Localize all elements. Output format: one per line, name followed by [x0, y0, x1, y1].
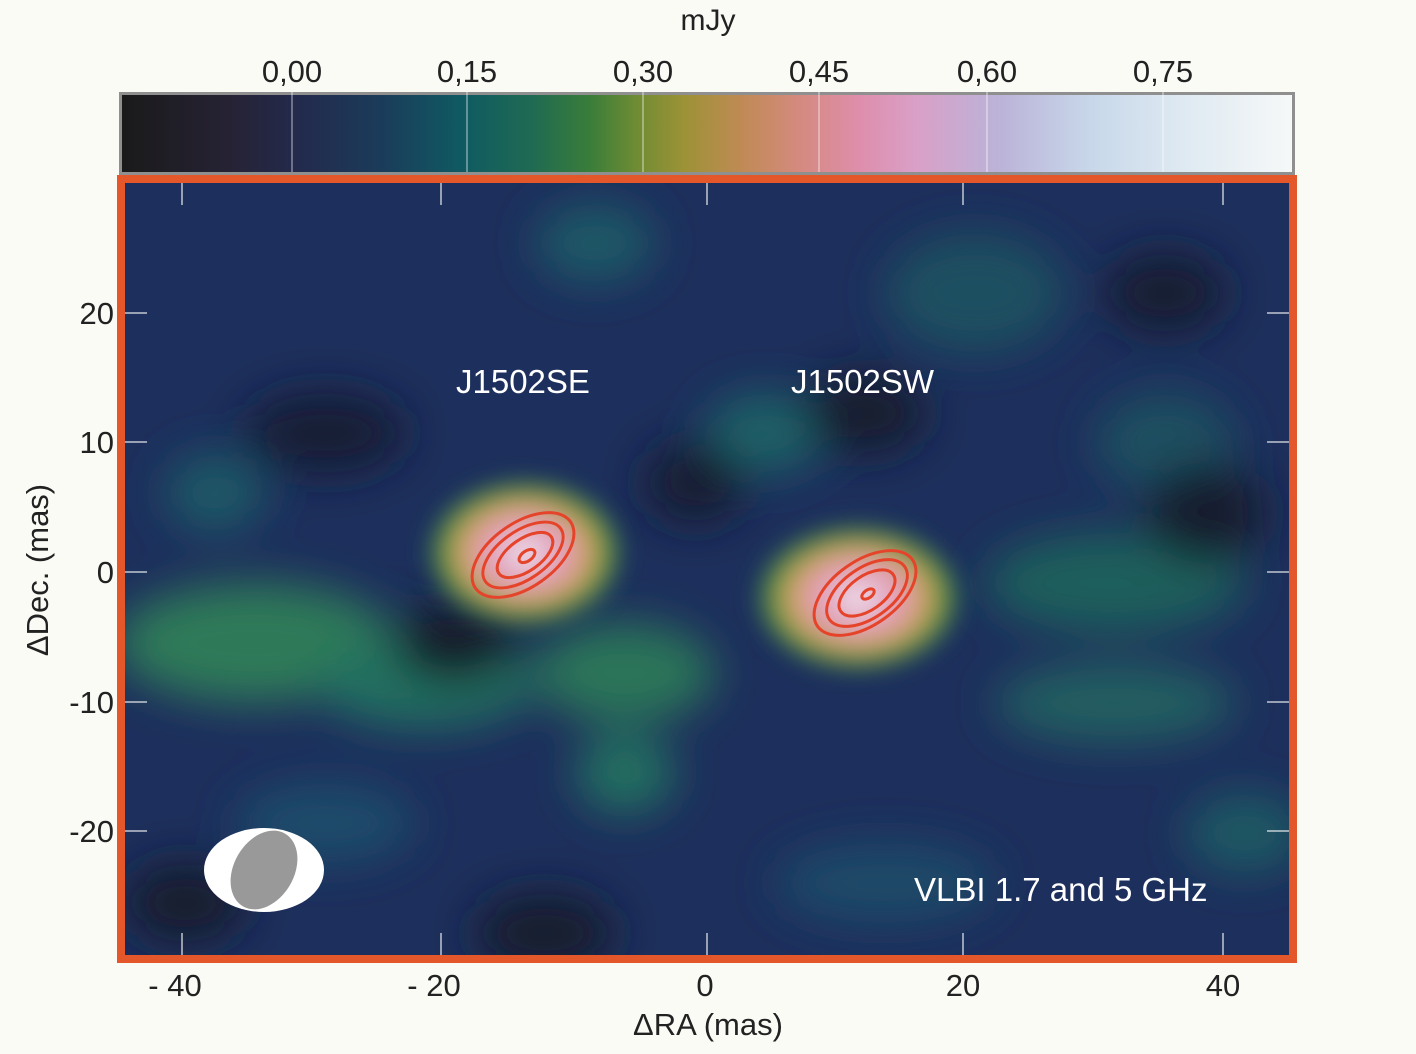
contours-se: [470, 511, 576, 599]
axis-tick-marks: [125, 183, 1289, 955]
y-tick-label: 0: [96, 555, 114, 590]
y-tick-label: -20: [69, 814, 114, 849]
source-sw-emission: [753, 523, 963, 673]
colorbar-tick-mark: [1162, 92, 1164, 172]
x-tick-label: - 20: [407, 968, 461, 1003]
colorbar-tick-label: 0,75: [1132, 54, 1194, 89]
source-label-se: J1502SE: [456, 363, 590, 400]
colorbar-tick-mark: [466, 92, 468, 172]
x-tick-label: - 40: [148, 968, 202, 1003]
contours-sw: [812, 549, 918, 637]
radio-map-image: [125, 183, 1289, 955]
x-axis-label: ΔRA (mas): [633, 1007, 783, 1042]
colorbar-tick-label: 0,30: [612, 54, 674, 89]
y-tick-label: 10: [79, 425, 114, 460]
observation-annotation: VLBI 1.7 and 5 GHz: [914, 871, 1208, 908]
colorbar: [119, 92, 1295, 175]
colorbar-tick-mark: [818, 92, 820, 172]
colorbar-tick-mark: [986, 92, 988, 172]
colorbar-unit: mJy: [680, 4, 736, 37]
source-label-sw: J1502SW: [791, 363, 935, 400]
restoring-beam-icon: [204, 828, 324, 912]
y-tick-label: 20: [79, 296, 114, 331]
colorbar-tick-label: 0,60: [956, 54, 1018, 89]
colorbar-tick-label: 0,45: [788, 54, 850, 89]
colorbar-tick-mark: [291, 92, 293, 172]
x-tick-label: 0: [696, 968, 714, 1003]
y-axis-label: ΔDec. (mas): [20, 483, 55, 657]
y-tick-label: -10: [69, 685, 114, 720]
colorbar-tick-mark: [642, 92, 644, 172]
radio-map: J1502SE J1502SW VLBI 1.7 and 5 GHz: [125, 183, 1289, 955]
colorbar-tick-label: 0,00: [261, 54, 323, 89]
x-tick-label: 40: [1205, 968, 1241, 1003]
colorbar-tick-label: 0,15: [436, 54, 498, 89]
noise-background: [125, 203, 1289, 955]
x-tick-label: 20: [945, 968, 981, 1003]
